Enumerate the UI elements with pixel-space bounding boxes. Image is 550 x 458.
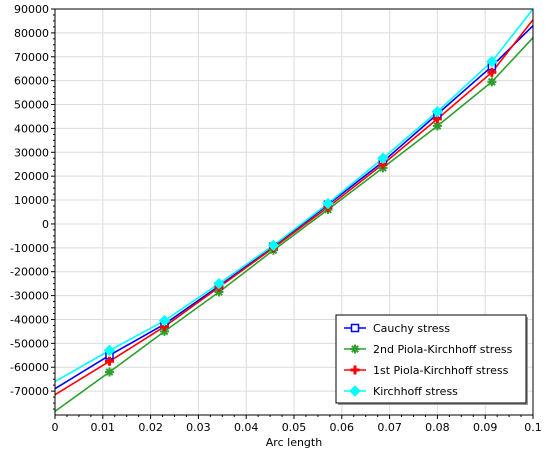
- x-tick-label: 0: [52, 421, 59, 434]
- legend-marker-2: [350, 365, 360, 375]
- x-tick-label: 0.05: [282, 421, 307, 434]
- y-tick-label: 50000: [14, 99, 49, 112]
- y-tick-label: 80000: [14, 27, 49, 40]
- legend-box: [335, 314, 527, 404]
- series-1-point: [487, 77, 497, 87]
- series-3-point: [377, 152, 389, 164]
- x-tick-label: 0.08: [425, 421, 450, 434]
- series-line-3: [54, 8, 534, 383]
- x-axis-label: Arc length: [266, 436, 322, 449]
- y-tick-label: -70000: [10, 385, 49, 398]
- legend-label-3: Kirchhoff stress: [373, 385, 458, 398]
- legend: Cauchy stress 2nd Piola-Kirchhoff stress 1…: [335, 314, 528, 405]
- series-3-point: [213, 277, 225, 290]
- x-tick-label: 0.01: [91, 421, 116, 434]
- y-tick-label: -60000: [10, 361, 49, 374]
- y-tick-label: 0: [42, 218, 49, 231]
- series-1-point: [432, 121, 442, 131]
- legend-label-1: 2nd Piola-Kirchhoff stress: [373, 343, 513, 356]
- series-3-point: [486, 55, 498, 68]
- x-tick-label: 0.02: [138, 421, 163, 434]
- y-tick-label: 10000: [14, 194, 49, 207]
- y-tick-label: 90000: [14, 3, 49, 16]
- legend-label-2: 1st Piola-Kirchhoff stress: [373, 364, 509, 377]
- y-axis-ticks: -70000 -60000 -50000 -40000 -30000 -20000 -100…: [10, 3, 55, 410]
- y-tick-label: -50000: [10, 337, 49, 350]
- y-tick-label: -30000: [10, 290, 49, 303]
- y-tick-label: 70000: [14, 51, 49, 64]
- x-axis-ticks: 0 0.01 0.02 0.03 0.04 0.05 0.06 0.07 0.08 0.09 0.1: [52, 415, 542, 434]
- legend-marker-1: [350, 344, 360, 354]
- x-tick-label: 0.09: [473, 421, 498, 434]
- series-1-point: [214, 287, 224, 297]
- y-tick-label: -10000: [10, 242, 49, 255]
- series-line-2: [54, 19, 534, 396]
- series-1-point: [104, 367, 114, 377]
- series-1-point: [159, 326, 169, 336]
- y-tick-label: 20000: [14, 170, 49, 183]
- series-line-0: [54, 25, 534, 390]
- x-tick-label: 0.03: [186, 421, 211, 434]
- x-tick-label: 0.07: [377, 421, 402, 434]
- series-2-point: [104, 356, 114, 366]
- y-tick-label: 40000: [14, 122, 49, 135]
- series-3-point: [267, 239, 280, 252]
- series-line-1: [54, 37, 534, 413]
- series-2-point: [487, 67, 497, 77]
- legend-marker-0: [350, 323, 360, 333]
- series-3-point: [431, 105, 444, 118]
- x-tick-label: 0.04: [234, 421, 259, 434]
- series-3-point: [158, 314, 171, 327]
- x-tick-label: 0.1: [524, 421, 542, 434]
- y-tick-label: -40000: [10, 313, 49, 326]
- series-lines: [54, 8, 534, 413]
- series-markers: [103, 55, 498, 377]
- y-tick-label: 30000: [14, 146, 49, 159]
- y-tick-label: 60000: [14, 75, 49, 88]
- series-3-point: [103, 344, 116, 357]
- y-tick-label: -20000: [10, 266, 49, 279]
- legend-label-0: Cauchy stress: [373, 322, 450, 335]
- series-3-point: [322, 197, 334, 210]
- legend-marker-3: [349, 385, 361, 397]
- x-tick-label: 0.06: [330, 421, 355, 434]
